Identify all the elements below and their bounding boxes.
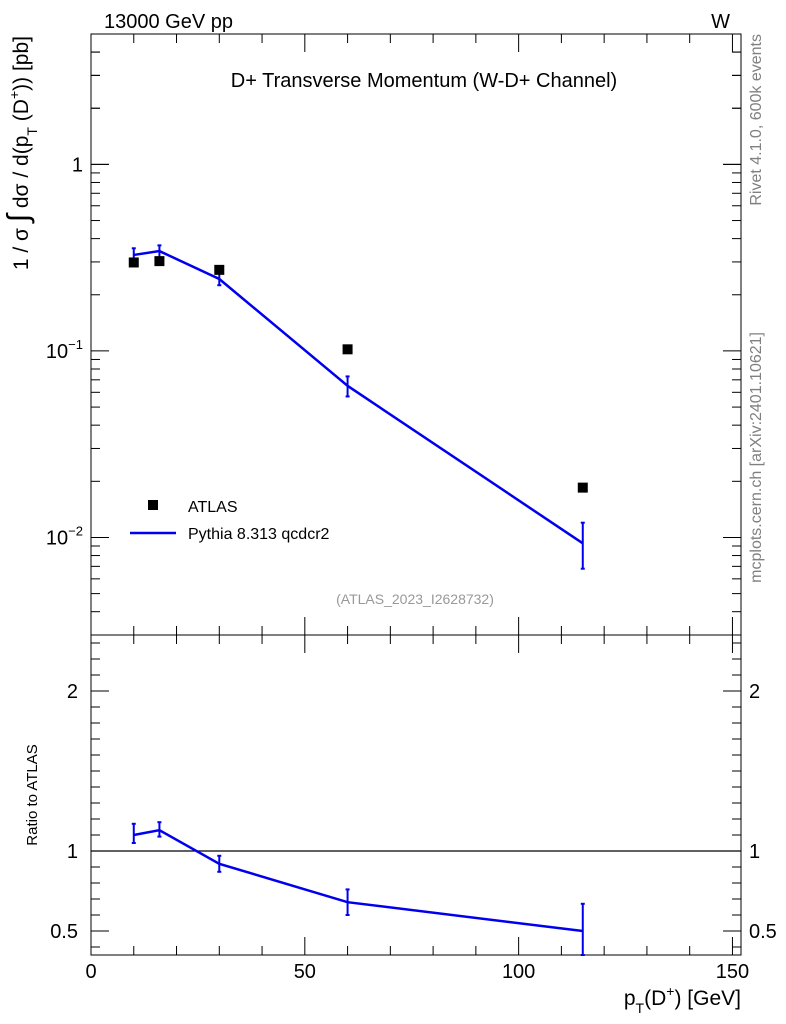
x-tick-label: 50	[294, 961, 316, 983]
beam-energy-label: 13000 GeV pp	[104, 11, 233, 33]
atlas-data-point	[128, 257, 139, 268]
main-y-tick-label: 1	[72, 154, 83, 176]
ratio-y-tick-label-right: 0.5	[749, 921, 777, 943]
main-panel: 1 10−1 10−2 D+ Transverse Momentum (W-D+ Ch…	[2, 33, 742, 636]
analysis-id-label: (ATLAS_2023_I2628732)	[336, 591, 494, 607]
ratio-y-tick-label-right: 1	[749, 841, 760, 863]
process-label: W	[711, 11, 730, 33]
atlas-data-point	[214, 264, 225, 275]
chart-title: D+ Transverse Momentum (W-D+ Channel)	[231, 70, 617, 92]
ratio-frame	[90, 634, 742, 956]
ratio-y-tick-label: 0.5	[50, 921, 78, 943]
legend-atlas-marker	[148, 500, 158, 510]
x-tick-label: 0	[85, 961, 96, 983]
main-y-tick-label: 10−2	[46, 523, 83, 549]
main-y-tick-label: 10−1	[46, 337, 83, 363]
mcplots-reference-label: mcplots.cern.ch [arXiv:2401.10621]	[748, 332, 765, 583]
x-tick-label: 100	[502, 961, 535, 983]
ratio-y-axis-label: Ratio to ATLAS	[24, 744, 41, 845]
x-tick-label: 150	[716, 961, 749, 983]
atlas-data-point	[154, 256, 165, 267]
main-y-axis-label: 1 / σ ∫ dσ / d(pT (D+)) [pb]	[2, 36, 40, 270]
ratio-mc-line	[133, 828, 583, 933]
atlas-data-point	[342, 344, 353, 355]
ratio-y-tick-label: 1	[67, 841, 78, 863]
atlas-data-point	[577, 482, 588, 493]
legend-atlas-label: ATLAS	[188, 499, 238, 516]
main-frame	[90, 33, 742, 636]
legend-mc-label: Pythia 8.313 qcdcr2	[188, 526, 330, 543]
ratio-y-tick-label: 2	[67, 681, 78, 703]
ratio-y-tick-label-right: 2	[749, 681, 760, 703]
x-axis-label: pT(D+) [GeV]	[624, 983, 741, 1016]
rivet-version-label: Rivet 4.1.0, 600k events	[748, 34, 765, 206]
